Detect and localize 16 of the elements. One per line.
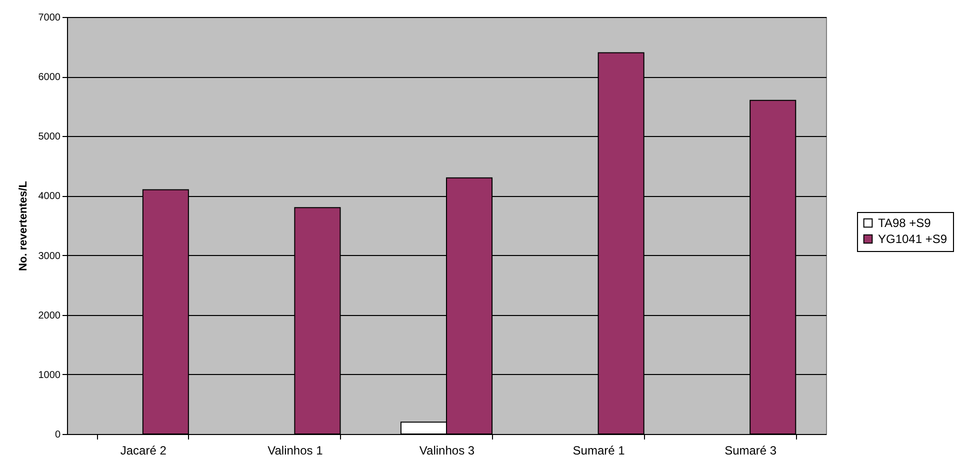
x-tick-label: Valinhos 1 [268, 444, 324, 458]
y-axis-title: No. revertentes/L [17, 180, 30, 271]
y-tick-label: 2000 [38, 310, 61, 322]
legend-label: YG1041 +S9 [878, 232, 948, 246]
x-tick-label: Sumaré 3 [724, 444, 777, 458]
y-tick-label: 6000 [38, 72, 61, 84]
y-tick-label: 0 [54, 430, 61, 440]
x-tick-label: Sumaré 1 [572, 444, 626, 458]
y-tick-label: 1000 [38, 370, 61, 381]
y-tick-label: 4000 [38, 191, 61, 202]
x-tick-label: Valinhos 3 [419, 444, 475, 458]
legend-label: TA98 +S9 [878, 216, 932, 230]
y-tick-label: 5000 [38, 132, 61, 143]
x-tick-label: Jacaré 2 [120, 444, 167, 458]
y-tick-label: 3000 [38, 250, 61, 262]
y-tick-label: 7000 [38, 12, 61, 24]
